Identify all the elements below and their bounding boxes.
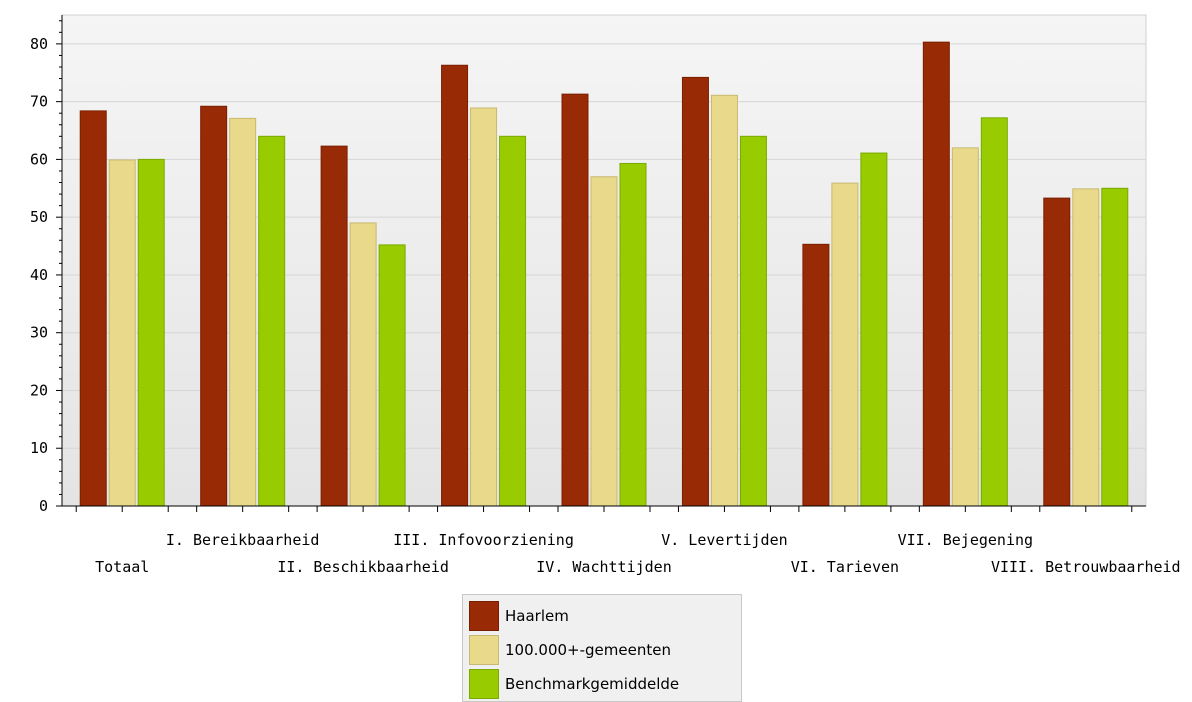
x-category-label: VII. Bejegening bbox=[898, 531, 1033, 549]
bar bbox=[860, 152, 888, 507]
y-tick-label: 10 bbox=[30, 439, 48, 457]
bar bbox=[681, 76, 709, 507]
legend-label-haarlem: Haarlem bbox=[505, 607, 569, 625]
bar bbox=[349, 222, 377, 507]
x-category-label: IV. Wachttijden bbox=[536, 558, 671, 576]
bar bbox=[229, 117, 257, 507]
legend-item-benchmark: Benchmarkgemiddelde bbox=[469, 669, 679, 699]
bar-chart: 0 10 20 30 40 50 60 70 80 Totaal I. Bereikbaarheid… bbox=[30, 14, 1181, 576]
bar bbox=[378, 244, 406, 507]
y-tick-label: 30 bbox=[30, 324, 48, 342]
legend: Haarlem 100.000+-gemeenten Benchmarkgemi… bbox=[462, 594, 742, 702]
bar bbox=[980, 117, 1008, 507]
x-category-label: Totaal bbox=[95, 558, 149, 576]
x-category-label: I. Bereikbaarheid bbox=[166, 531, 320, 549]
y-tick-label: 80 bbox=[30, 35, 48, 53]
x-category-label: V. Levertijden bbox=[661, 531, 787, 549]
bar bbox=[1101, 187, 1129, 507]
y-tick-label: 50 bbox=[30, 208, 48, 226]
legend-item-haarlem: Haarlem bbox=[469, 601, 569, 631]
legend-label-gemeenten: 100.000+-gemeenten bbox=[505, 641, 671, 659]
bar bbox=[108, 159, 136, 507]
bar bbox=[831, 182, 859, 507]
legend-label-benchmark: Benchmarkgemiddelde bbox=[505, 675, 680, 693]
bar bbox=[200, 105, 228, 507]
legend-item-gemeenten: 100.000+-gemeenten bbox=[469, 635, 671, 665]
y-tick-label: 60 bbox=[30, 150, 48, 168]
legend-swatch-benchmark bbox=[469, 669, 499, 699]
bar bbox=[1043, 197, 1071, 507]
x-category-label: III. Infovoorziening bbox=[393, 531, 574, 549]
bar bbox=[1072, 188, 1100, 507]
bar bbox=[951, 147, 979, 507]
bar bbox=[499, 135, 527, 507]
bar bbox=[802, 243, 830, 507]
bar bbox=[137, 158, 165, 507]
bar bbox=[590, 176, 618, 507]
bar bbox=[922, 41, 950, 507]
bar bbox=[561, 93, 589, 507]
y-tick-label: 0 bbox=[39, 497, 48, 515]
bar bbox=[258, 135, 286, 507]
bar bbox=[710, 94, 738, 507]
bar bbox=[320, 145, 348, 507]
bar bbox=[470, 107, 498, 507]
x-category-label: VI. Tarieven bbox=[791, 558, 899, 576]
y-tick-label: 40 bbox=[30, 266, 48, 284]
bar bbox=[441, 64, 469, 507]
bar bbox=[619, 162, 647, 507]
legend-swatch-haarlem bbox=[469, 601, 499, 631]
y-tick-label: 70 bbox=[30, 93, 48, 111]
legend-swatch-gemeenten bbox=[469, 635, 499, 665]
bar bbox=[739, 135, 767, 507]
y-tick-label: 20 bbox=[30, 381, 48, 399]
x-category-label: VIII. Betrouwbaarheid bbox=[991, 558, 1181, 576]
bar bbox=[79, 110, 107, 507]
x-category-label: II. Beschikbaarheid bbox=[277, 558, 449, 576]
